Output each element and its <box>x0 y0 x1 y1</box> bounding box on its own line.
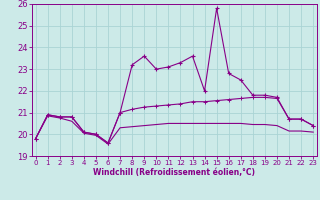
X-axis label: Windchill (Refroidissement éolien,°C): Windchill (Refroidissement éolien,°C) <box>93 168 255 177</box>
